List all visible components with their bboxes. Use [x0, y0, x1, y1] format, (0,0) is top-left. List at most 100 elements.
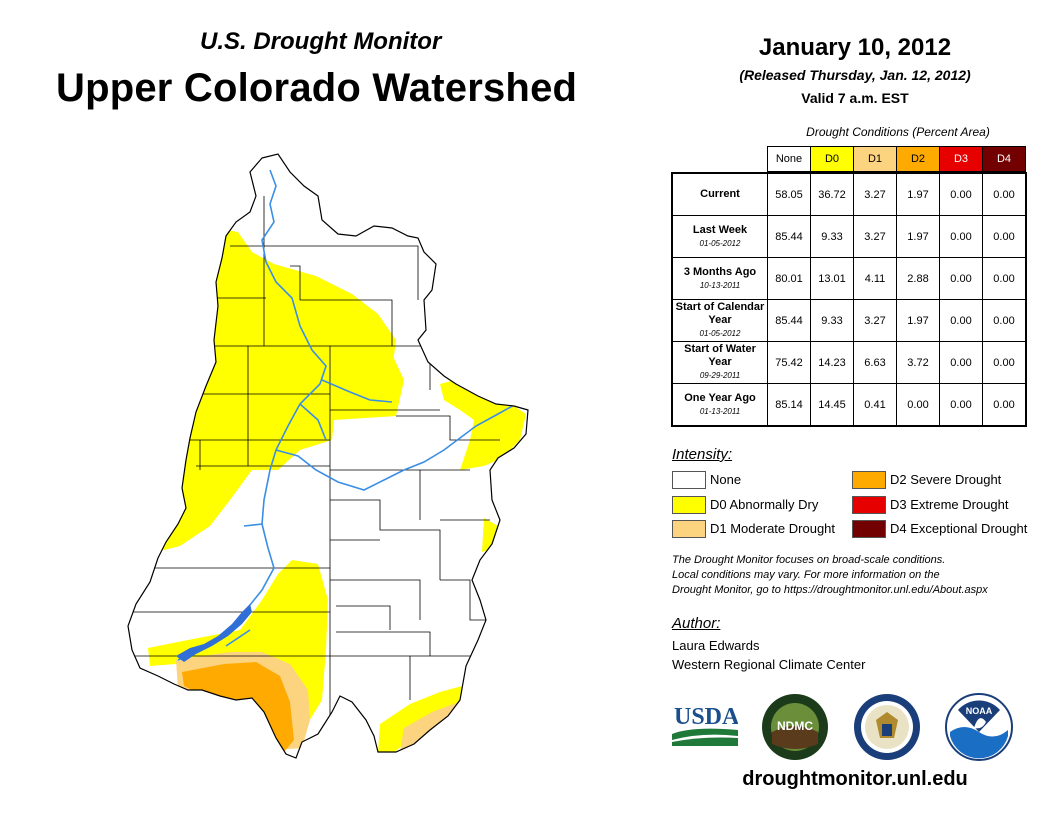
noaa-logo: NOAA: [945, 693, 1013, 761]
table-cell: 80.01: [767, 257, 811, 300]
note-line: The Drought Monitor focuses on broad-sca…: [672, 554, 946, 566]
table-cell: 13.01: [810, 257, 854, 300]
legend-label: D3 Extreme Drought: [890, 497, 1009, 512]
row-label: Current: [671, 172, 768, 216]
table-cell: 85.14: [767, 383, 811, 427]
col-none: None: [767, 146, 811, 172]
legend-swatch: [672, 496, 706, 514]
svg-text:USDA: USDA: [674, 704, 738, 730]
d2-region-southwest: [182, 662, 294, 752]
table-cell: 0.00: [939, 383, 983, 427]
table-cell: 1.97: [896, 172, 940, 216]
table-cell: 1.97: [896, 299, 940, 342]
commerce-seal-logo: [854, 694, 920, 760]
table-cell: 2.88: [896, 257, 940, 300]
table-cell: 3.27: [853, 172, 897, 216]
note-line: Local conditions may vary. For more info…: [672, 569, 940, 581]
table-cell: 75.42: [767, 341, 811, 384]
map-title: Upper Colorado Watershed: [56, 66, 578, 110]
row-date: 01-05-2012: [699, 329, 741, 338]
table-cell: 4.11: [853, 257, 897, 300]
col-d0: D0: [810, 146, 854, 172]
table-cell: 9.33: [810, 299, 854, 342]
table-header: None D0 D1 D2 D3 D4: [767, 146, 1026, 172]
drought-areas: [128, 154, 528, 758]
table-cell: 58.05: [767, 172, 811, 216]
table-row: Start of Water Year 09-29-2011 75.42 14.2…: [671, 341, 1027, 384]
table-cell: 0.00: [939, 215, 983, 258]
legend-swatch: [672, 520, 706, 538]
row-date: 10-13-2011: [699, 280, 741, 290]
ndmc-logo: NDMC: [762, 694, 828, 760]
table-cell: 36.72: [810, 172, 854, 216]
legend-label: D0 Abnormally Dry: [710, 497, 819, 512]
table-cell: 0.00: [982, 299, 1027, 342]
row-date: 09-29-2011: [699, 371, 741, 380]
table-cell: 3.72: [896, 341, 940, 384]
legend-label: D2 Severe Drought: [890, 472, 1002, 487]
svg-text:NOAA: NOAA: [966, 706, 993, 716]
table-cell: 85.44: [767, 299, 811, 342]
table-row: One Year Ago 01-13-2011 85.14 14.45 0.41 …: [671, 383, 1027, 427]
legend-swatch: [852, 520, 886, 538]
table-cell: 85.44: [767, 215, 811, 258]
svg-text:NDMC: NDMC: [777, 719, 813, 733]
basin-boundary: [127, 153, 529, 759]
table-row: Last Week 01-05-2012 85.44 9.33 3.27 1.97…: [671, 215, 1027, 258]
table-cell: 0.00: [982, 172, 1027, 216]
legend-swatch: [672, 471, 706, 489]
table-cell: 1.97: [896, 215, 940, 258]
row-date: 01-13-2011: [699, 406, 741, 416]
row-label: Start of Calendar Year 01-05-2012: [671, 299, 768, 342]
row-label: Start of Water Year 09-29-2011: [671, 341, 768, 384]
table-cell: 3.27: [853, 215, 897, 258]
table-cell: 0.41: [853, 383, 897, 427]
valid-time: Valid 7 a.m. EST: [801, 90, 909, 106]
table-cell: 14.45: [810, 383, 854, 427]
row-date: 01-05-2012: [699, 238, 741, 248]
map-date: January 10, 2012: [758, 34, 952, 61]
lake-powell: [176, 604, 252, 662]
col-d4: D4: [982, 146, 1026, 172]
table-row: Current 58.05 36.72 3.27 1.97 0.00 0.00: [671, 172, 1027, 216]
release-date: (Released Thursday, Jan. 12, 2012): [739, 67, 971, 83]
table-cell: 0.00: [939, 172, 983, 216]
map-subtitle: U.S. Drought Monitor: [200, 28, 442, 55]
table-caption: Drought Conditions (Percent Area): [806, 125, 990, 139]
col-d3: D3: [939, 146, 983, 172]
legend-swatch: [852, 496, 886, 514]
row-label: Last Week 01-05-2012: [671, 215, 768, 258]
county-lines: [128, 196, 528, 758]
website-url[interactable]: droughtmonitor.unl.edu: [742, 768, 968, 790]
table-cell: 0.00: [982, 383, 1027, 427]
table-cell: 3.27: [853, 299, 897, 342]
author-org: Western Regional Climate Center: [672, 657, 866, 672]
table-cell: 0.00: [896, 383, 940, 427]
table-cell: 0.00: [939, 299, 983, 342]
row-label: One Year Ago 01-13-2011: [671, 383, 768, 427]
drought-map: [127, 153, 529, 759]
legend-label: D4 Exceptional Drought: [890, 521, 1028, 536]
table-cell: 0.00: [939, 257, 983, 300]
table-cell: 0.00: [982, 215, 1027, 258]
table-cell: 0.00: [939, 341, 983, 384]
legend-label: D1 Moderate Drought: [710, 521, 836, 536]
table-row: Start of Calendar Year 01-05-2012 85.44 9…: [671, 299, 1027, 342]
d0-region-central: [334, 350, 404, 420]
note-line: Drought Monitor, go to https://droughtmo…: [672, 584, 988, 596]
row-label: 3 Months Ago 10-13-2011: [671, 257, 768, 300]
legend-swatch: [852, 471, 886, 489]
table-row: 3 Months Ago 10-13-2011 80.01 13.01 4.11 …: [671, 257, 1027, 300]
usda-logo: USDA: [672, 704, 738, 746]
table-cell: 0.00: [982, 257, 1027, 300]
drought-stats-table: Current 58.05 36.72 3.27 1.97 0.00 0.00 …: [671, 172, 1027, 427]
table-cell: 0.00: [982, 341, 1027, 384]
table-cell: 9.33: [810, 215, 854, 258]
col-d1: D1: [853, 146, 897, 172]
legend-label: None: [710, 472, 742, 487]
col-d2: D2: [896, 146, 940, 172]
info-note: The Drought Monitor focuses on broad-sca…: [672, 553, 1052, 598]
table-cell: 6.63: [853, 341, 897, 384]
table-cell: 14.23: [810, 341, 854, 384]
legend-title: Intensity:: [672, 446, 733, 463]
